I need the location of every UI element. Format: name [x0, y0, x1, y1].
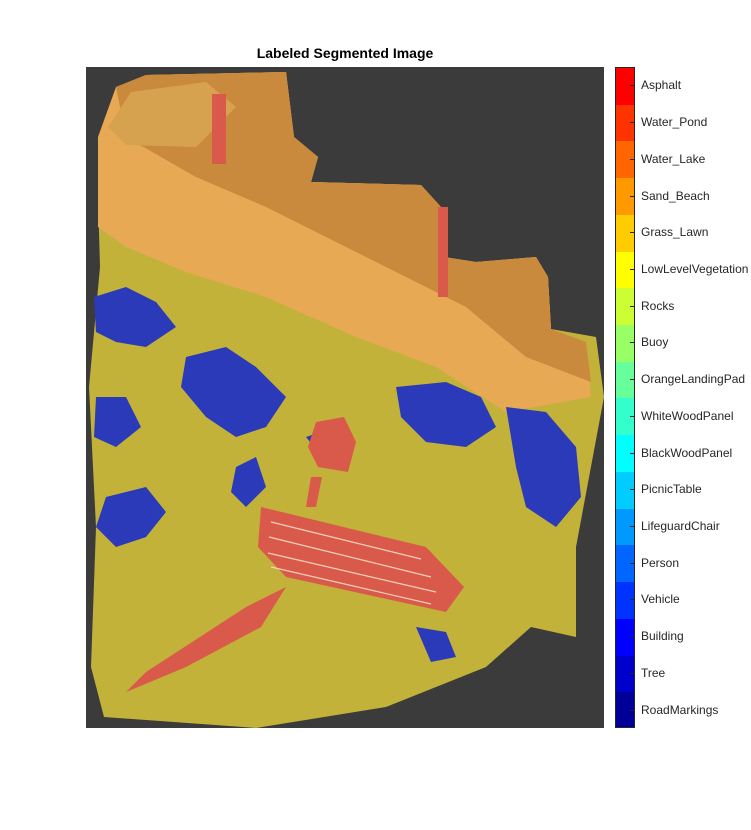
colorbar-swatch [616, 655, 634, 693]
colorbar-swatch [616, 435, 634, 472]
colorbar-tick [630, 563, 635, 564]
wet-sand-region [116, 72, 591, 382]
colorbar-class-label: PicnicTable [641, 482, 702, 497]
colorbar-tick [630, 85, 635, 86]
colorbar-swatch [616, 398, 634, 436]
segmentation-map-icon [89, 72, 604, 728]
colorbar-class-label: OrangeLandingPad [641, 372, 746, 387]
colorbar-swatch [616, 692, 634, 727]
colorbar-class-label: LowLevelVegetation [641, 261, 749, 276]
colorbar-class-label: LifeguardChair [641, 519, 720, 534]
colorbar-tick [630, 306, 635, 307]
colorbar [615, 67, 635, 728]
colorbar-tick [630, 599, 635, 600]
colorbar-class-label: BlackWoodPanel [641, 445, 733, 460]
colorbar-tick [630, 269, 635, 270]
colorbar-class-label: Asphalt [641, 78, 682, 93]
colorbar-tick [630, 379, 635, 380]
colorbar-class-label: Tree [641, 665, 666, 680]
colorbar-class-label: RoadMarkings [641, 702, 719, 717]
colorbar-swatch [616, 361, 634, 399]
colorbar-class-label: Water_Lake [641, 151, 706, 166]
colorbar-class-label: WhiteWoodPanel [641, 408, 734, 423]
colorbar-swatch [616, 545, 634, 583]
figure-title: Labeled Segmented Image [256, 45, 434, 61]
colorbar-swatch [616, 178, 634, 215]
colorbar-class-label: Water_Pond [641, 115, 708, 130]
segmented-image [86, 67, 604, 728]
colorbar-tick [630, 526, 635, 527]
colorbar-class-label: Building [641, 629, 684, 644]
colorbar-tick [630, 416, 635, 417]
colorbar-swatch [616, 288, 634, 326]
colorbar-swatch [616, 618, 634, 656]
colorbar-tick [630, 489, 635, 490]
colorbar-class-label: Buoy [641, 335, 669, 350]
colorbar-class-label: Sand_Beach [641, 188, 710, 203]
colorbar-tick [630, 710, 635, 711]
colorbar-tick [630, 453, 635, 454]
road-markings [267, 521, 437, 605]
colorbar-swatch [616, 251, 634, 289]
colorbar-class-label: Grass_Lawn [641, 225, 709, 240]
colorbar-swatch [616, 104, 634, 142]
colorbar-swatch [616, 582, 634, 619]
colorbar-swatch [616, 325, 634, 362]
colorbar-swatch [616, 471, 634, 509]
colorbar-swatch [616, 68, 634, 105]
colorbar-tick [630, 342, 635, 343]
colorbar-tick [630, 232, 635, 233]
colorbar-tick [630, 636, 635, 637]
colorbar-class-label: Vehicle [641, 592, 680, 607]
colorbar-tick [630, 122, 635, 123]
colorbar-tick [630, 673, 635, 674]
colorbar-tick [630, 159, 635, 160]
upper-sand-region [108, 82, 236, 147]
colorbar-tick [630, 196, 635, 197]
colorbar-swatch [616, 214, 634, 252]
colorbar-swatch [616, 141, 634, 179]
colorbar-swatch [616, 508, 634, 546]
colorbar-class-label: Rocks [641, 298, 675, 313]
colorbar-class-label: Person [641, 555, 680, 570]
